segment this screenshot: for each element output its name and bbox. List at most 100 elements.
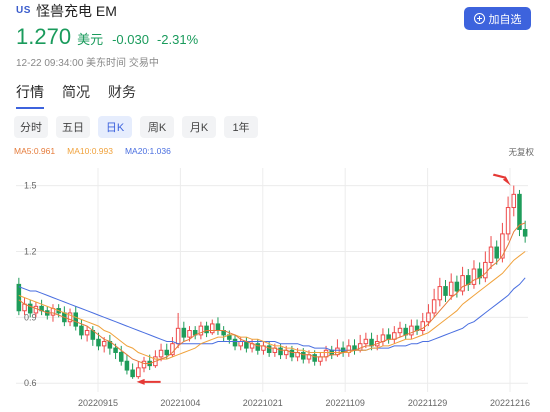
candle-body	[79, 325, 84, 336]
stock-header: US 怪兽充电 EM 1.270 美元 -0.030 -2.31% 12-22 …	[16, 0, 534, 70]
candle-body	[505, 207, 511, 235]
stock-name: 怪兽充电 EM	[36, 3, 117, 19]
x-tick-label: 20221109	[326, 398, 365, 408]
candle-body	[198, 325, 204, 336]
candle-body	[50, 308, 56, 316]
main-tabs: 行情 简况 财务	[16, 82, 154, 109]
candle-body	[124, 360, 130, 371]
price-change: -0.030	[112, 32, 149, 47]
candle-body	[118, 351, 124, 362]
last-price: 1.270	[16, 24, 72, 49]
candle-body	[443, 286, 448, 296]
candle-body	[363, 338, 369, 345]
candle-body	[158, 349, 164, 358]
candle-body	[170, 343, 175, 356]
candle-body	[101, 340, 107, 347]
candle-body	[522, 228, 528, 237]
candle-body	[278, 347, 283, 356]
candle-body	[96, 338, 101, 347]
candle-body	[437, 286, 443, 301]
candle-body	[266, 345, 272, 353]
ma20-line	[18, 277, 526, 351]
candle-body	[33, 305, 39, 314]
period-weekly-k[interactable]: 周K	[140, 116, 174, 138]
candle-body	[488, 246, 494, 263]
candle-body	[483, 261, 488, 279]
tab-profile[interactable]: 简况	[62, 84, 90, 100]
candle-body	[500, 233, 505, 259]
candle-body	[471, 268, 477, 285]
candle-body	[204, 325, 209, 334]
candle-body	[164, 349, 170, 356]
period-selector: 分时 五日 日K 周K 月K 1年	[14, 116, 266, 138]
tab-quote[interactable]: 行情	[16, 82, 44, 109]
currency: 美元	[77, 32, 104, 47]
candle-body	[113, 347, 118, 353]
ma5-label: MA5:0.961	[14, 146, 56, 156]
x-tick-label: 20221216	[490, 398, 530, 408]
plus-circle-icon	[473, 13, 485, 24]
period-1year[interactable]: 1年	[224, 116, 258, 138]
candle-body	[181, 327, 187, 338]
add-watchlist-button[interactable]: 加自选	[464, 7, 531, 30]
candle-body	[16, 283, 22, 312]
candle-body	[511, 193, 517, 209]
add-watchlist-label: 加自选	[488, 13, 522, 26]
market-tag: US	[16, 5, 31, 16]
candle-body	[346, 345, 352, 353]
ma5-line	[18, 222, 526, 364]
restore-mode[interactable]: 无复权	[508, 147, 534, 157]
y-tick-label: 1.5	[24, 181, 37, 191]
candle-body	[210, 323, 215, 334]
candle-body	[431, 299, 437, 314]
ma10-label: MA10:0.993	[67, 146, 113, 156]
candle-body	[27, 303, 33, 314]
period-daily-k[interactable]: 日K	[98, 116, 132, 138]
x-tick-label: 20221004	[160, 398, 200, 408]
candle-body	[335, 347, 340, 356]
quote-time: 12-22 09:34:00 美东时间 交易中	[16, 58, 159, 69]
candle-body	[255, 343, 261, 351]
y-tick-label: 0.6	[24, 378, 37, 388]
candle-body	[369, 338, 374, 347]
candle-body	[130, 369, 135, 378]
x-tick-label: 20220915	[78, 398, 118, 408]
candle-body	[357, 343, 363, 351]
ma-legend: MA5:0.961 MA10:0.993 MA20:1.036	[14, 146, 183, 156]
candle-body	[420, 321, 426, 332]
candle-body	[448, 281, 454, 296]
candle-body	[386, 334, 391, 340]
tab-finance[interactable]: 财务	[108, 84, 136, 100]
price-change-pct: -2.31%	[156, 32, 199, 47]
x-tick-label: 20221021	[243, 398, 283, 408]
quote-row: 1.270 美元 -0.030 -2.31%	[16, 24, 198, 50]
candle-body	[73, 312, 78, 327]
candle-body	[289, 349, 295, 358]
candle-body	[454, 281, 460, 292]
period-5day[interactable]: 五日	[56, 116, 90, 138]
candle-body	[141, 360, 147, 369]
candle-body	[238, 340, 243, 347]
candle-body	[397, 327, 403, 334]
low-arrow-icon	[136, 378, 161, 385]
candle-body	[84, 330, 90, 336]
ma10-line	[18, 251, 526, 360]
candle-body	[517, 193, 522, 230]
candle-body	[312, 354, 317, 362]
y-tick-label: 1.2	[24, 246, 37, 256]
candle-body	[426, 312, 431, 323]
candle-body	[409, 325, 414, 336]
x-tick-label: 20221129	[408, 398, 447, 408]
candle-body	[460, 275, 465, 292]
period-monthly-k[interactable]: 月K	[182, 116, 216, 138]
candle-body	[187, 330, 192, 338]
candle-body	[215, 323, 221, 332]
candle-body	[232, 338, 238, 347]
period-intraday[interactable]: 分时	[14, 116, 48, 138]
candle-body	[301, 351, 306, 360]
candle-body	[175, 327, 181, 345]
candle-body	[67, 312, 73, 323]
candle-body	[136, 367, 141, 378]
ma20-label: MA20:1.036	[124, 146, 171, 156]
